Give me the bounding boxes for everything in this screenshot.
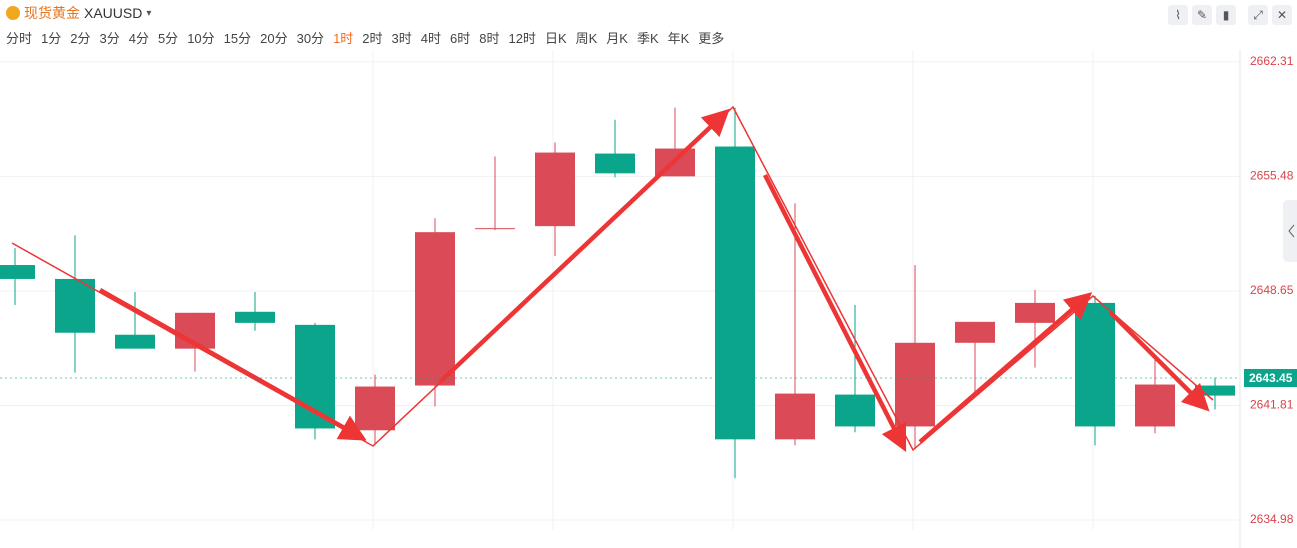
candle-body [775,393,815,440]
interval-bar: 分时 1分 2分 3分 4分 5分 10分 15分 20分 30分 1时 2时 3时 4时 6时 8时 12时日… [6,28,724,47]
candle-body [1135,384,1175,427]
tool-button[interactable]: ✎ [1192,5,1212,25]
interval-tab[interactable]: 月K [606,31,628,46]
symbol-code: XAUUSD [84,5,143,21]
interval-tab[interactable]: 30分 [296,31,325,46]
interval-tab[interactable]: 2时 [362,31,383,46]
interval-tab[interactable]: 3时 [391,31,412,46]
expand-button[interactable]: ⤢ [1248,5,1268,25]
interval-tab[interactable]: 4时 [420,31,441,46]
candle-body [955,321,995,343]
candle-body [1015,302,1055,323]
candle-body [1075,302,1115,427]
price-tag [1244,368,1297,387]
interval-tab[interactable]: 更多 [698,31,725,46]
candle-body [355,386,395,431]
symbol-bar[interactable]: 现货黄金 XAUUSD ▾ [6,4,151,22]
candle-body [895,342,935,427]
candle-body [715,146,755,440]
interval-tab[interactable]: 20分 [260,31,288,46]
candle-body [55,278,95,333]
candle-body [535,152,575,227]
candle-body [235,311,275,323]
tool-button[interactable]: ⌇ [1168,5,1188,25]
candle-body [115,334,155,349]
symbol-title: 现货黄金 [24,5,80,21]
y-tick-label: 2641.81 [1250,398,1294,412]
candle-body [415,232,455,386]
candle-body [835,394,875,427]
interval-tab[interactable]: 6时 [450,31,471,46]
interval-tab[interactable]: 8时 [479,31,500,46]
y-tick-label: 2655.48 [1250,169,1294,183]
interval-tab[interactable]: 12时 [508,31,536,46]
trend-annotation [11,105,1214,453]
side-toggle[interactable] [1283,200,1297,262]
y-tick-label: 2648.65 [1250,283,1294,297]
candle-body [1195,385,1235,396]
interval-tab[interactable]: 10分 [187,31,215,46]
interval-tab[interactable]: 15分 [223,31,252,46]
tool-button[interactable]: ▮ [1216,5,1236,25]
candle-body [475,228,515,230]
interval-tab[interactable]: 2分 [70,31,91,46]
interval-tab[interactable]: 5分 [157,31,179,46]
price-tag-label: 2643.45 [1249,371,1293,385]
interval-tab[interactable]: 周K [575,31,598,46]
close-button[interactable]: ✕ [1272,5,1292,25]
interval-tab[interactable]: 日K [544,31,567,46]
interval-tab[interactable]: 3分 [99,31,120,46]
interval-tab[interactable]: 4分 [128,31,149,46]
interval-tab[interactable]: 年K [667,31,690,46]
interval-tab[interactable]: 季K [636,31,659,46]
dropdown-caret: ▾ [146,7,152,19]
candle-body [595,153,635,174]
side-toggle-icon [1288,224,1295,238]
interval-tab[interactable]: 分时 [6,31,33,46]
candle-body [0,265,35,279]
interval-tab[interactable]: 1时 [333,31,354,46]
symbol-icon [6,6,20,20]
time-grid [372,50,1094,530]
y-tick-label: 2662.31 [1250,54,1294,68]
y-tick-label: 2634.98 [1250,512,1294,526]
interval-tab[interactable]: 1分 [41,31,62,46]
